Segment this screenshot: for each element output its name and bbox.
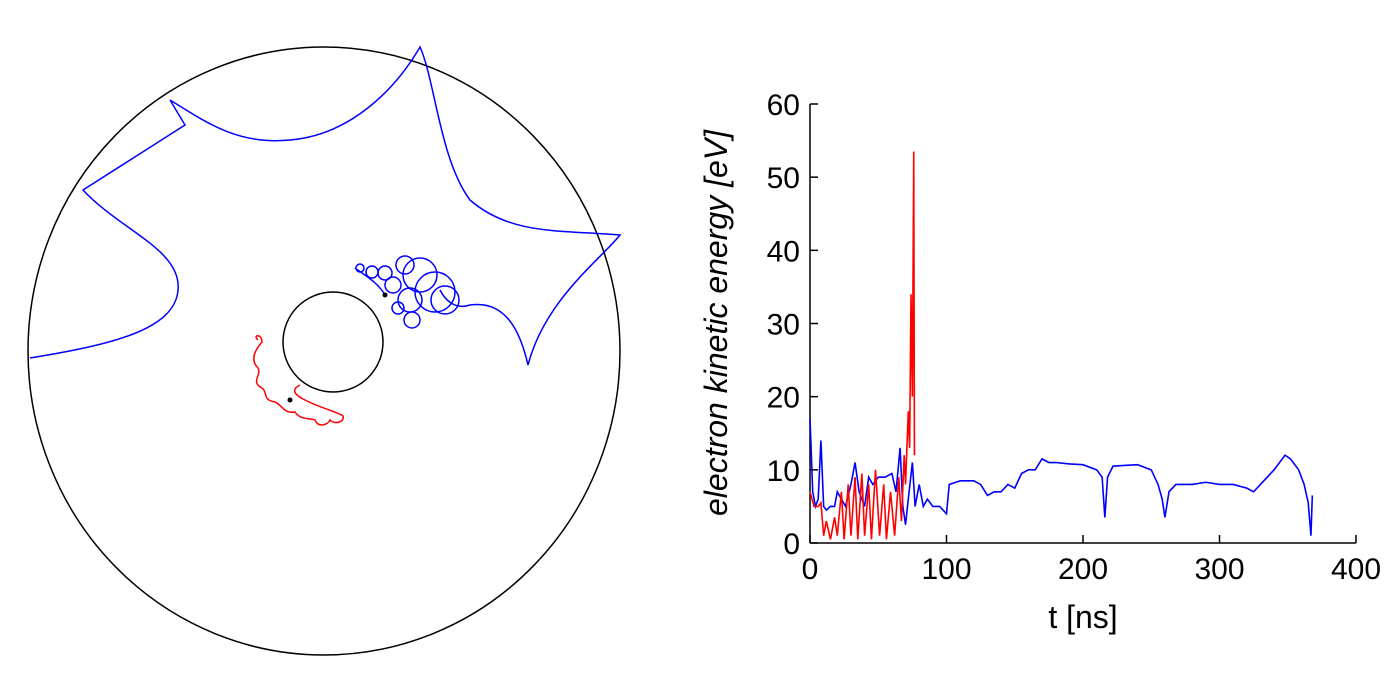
- y-tick-label: 20: [767, 382, 800, 415]
- data-line: [809, 151, 916, 540]
- x-tick-label: 400: [1331, 553, 1381, 586]
- y-tick-label: 30: [767, 309, 800, 342]
- start-point: [382, 292, 388, 298]
- start-point: [287, 397, 293, 403]
- y-tick-label: 50: [767, 162, 800, 195]
- y-tick-label: 40: [767, 235, 800, 268]
- outer-electrode: [27, 46, 621, 656]
- y-tick-label: 60: [767, 89, 800, 122]
- blue-trajectory: [29, 45, 622, 366]
- inner-electrode: [282, 291, 384, 393]
- x-tick-label: 100: [921, 553, 971, 586]
- x-tick-label: 200: [1058, 553, 1108, 586]
- trajectory-panel: [27, 45, 622, 656]
- data-line: [809, 418, 1314, 536]
- y-tick-label: 10: [767, 455, 800, 488]
- x-axis-label: t [ns]: [1048, 599, 1117, 635]
- red-trajectory: [253, 335, 344, 426]
- y-axis-label: electron kinetic energy [eV]: [698, 129, 734, 516]
- x-tick-label: 300: [1194, 553, 1244, 586]
- x-tick-label: 0: [802, 553, 819, 586]
- y-tick-label: 0: [783, 528, 800, 561]
- blue-loops: [354, 255, 460, 329]
